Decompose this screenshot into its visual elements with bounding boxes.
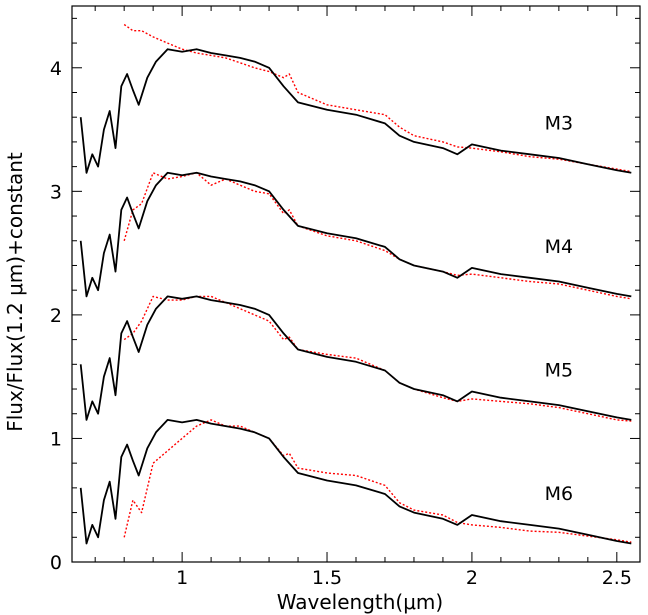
plot-area: M3 M4 M5 M6 bbox=[79, 23, 632, 545]
series-label-m6: M6 bbox=[545, 483, 573, 505]
model-spectrum-m6 bbox=[79, 419, 632, 545]
x-tick-label: 1.5 bbox=[312, 567, 342, 589]
y-axis-label: Flux/Flux(1.2 μm)+constant bbox=[3, 152, 27, 432]
x-tick-label: 2 bbox=[466, 567, 478, 589]
axes: 1 1.5 2 2.5 0 1 2 3 4 bbox=[50, 5, 641, 589]
y-tick-label: 1 bbox=[50, 428, 62, 450]
series-label-m5: M5 bbox=[545, 360, 573, 382]
series-label-m4: M4 bbox=[545, 236, 573, 258]
y-tick-label: 4 bbox=[50, 58, 62, 80]
x-tick-label: 1 bbox=[176, 567, 188, 589]
y-tick-label: 0 bbox=[50, 552, 62, 574]
y-tick-label: 3 bbox=[50, 181, 62, 203]
x-axis-label: Wavelength(μm) bbox=[277, 590, 443, 614]
observed-spectrum-m6 bbox=[123, 419, 632, 543]
y-tick-label: 2 bbox=[50, 305, 62, 327]
model-spectrum-m5 bbox=[79, 295, 632, 421]
observed-spectrum-m3 bbox=[123, 23, 632, 173]
series-label-m3: M3 bbox=[545, 113, 573, 135]
observed-spectrum-m5 bbox=[123, 295, 632, 422]
x-tick-label: 2.5 bbox=[602, 567, 632, 589]
model-spectrum-m4 bbox=[79, 171, 632, 298]
observed-spectrum-m4 bbox=[123, 172, 632, 300]
model-spectrum-m3 bbox=[79, 48, 632, 174]
